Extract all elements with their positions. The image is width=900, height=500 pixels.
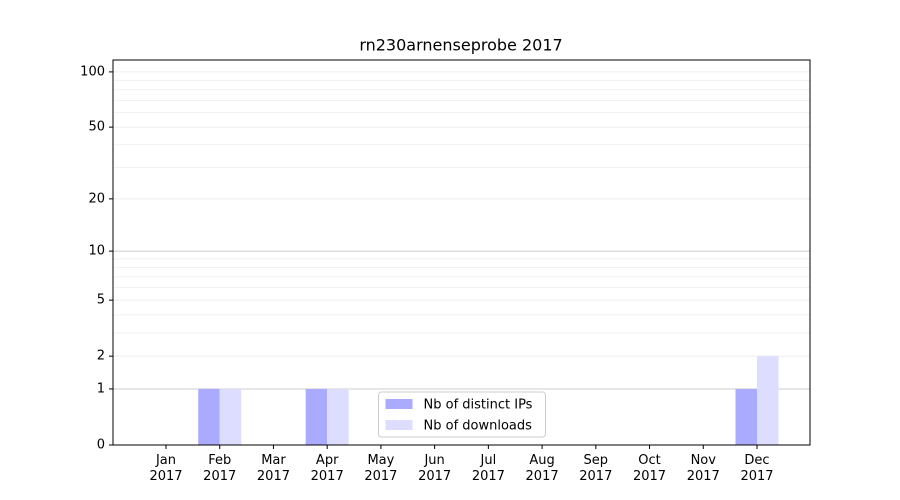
x-tick-label: Oct 2017 — [632, 453, 667, 484]
x-tick-label: Mar 2017 — [256, 453, 290, 484]
bar — [757, 356, 779, 445]
y-tick-label: 50 — [88, 120, 105, 135]
y-tick-label: 1 — [97, 381, 105, 396]
x-tick-label: Jan 2017 — [149, 453, 183, 484]
chart-title: rn230arnenseprobe 2017 — [359, 36, 562, 55]
x-tick-label: Feb 2017 — [203, 453, 237, 484]
y-tick-label: 0 — [97, 438, 105, 453]
x-tick-label: May 2017 — [364, 453, 398, 484]
x-tick-label: Jul 2017 — [471, 453, 505, 484]
legend-label: Nb of downloads — [424, 419, 533, 434]
legend-swatch — [385, 420, 413, 430]
x-tick-label: Nov 2017 — [686, 453, 720, 484]
bar — [305, 388, 328, 445]
x-tick-label: Apr 2017 — [310, 453, 344, 484]
y-tick-label: 5 — [97, 293, 105, 308]
bar — [219, 388, 242, 445]
plot-frame — [112, 59, 811, 446]
y-tick-label: 100 — [80, 64, 105, 79]
bar — [735, 388, 757, 445]
bar — [327, 388, 349, 445]
bar — [198, 388, 220, 445]
x-tick-label: Sep 2017 — [579, 453, 613, 484]
y-tick-label: 10 — [88, 244, 105, 259]
legend-label: Nb of distinct IPs — [424, 398, 533, 413]
legend-swatch — [385, 399, 413, 409]
x-tick-label: Aug 2017 — [525, 453, 559, 484]
y-tick-label: 2 — [97, 349, 105, 364]
x-tick-label: Dec 2017 — [740, 453, 774, 484]
legend-box — [378, 391, 546, 438]
y-tick-label: 20 — [88, 191, 105, 206]
x-tick-label: Jun 2017 — [418, 453, 452, 484]
